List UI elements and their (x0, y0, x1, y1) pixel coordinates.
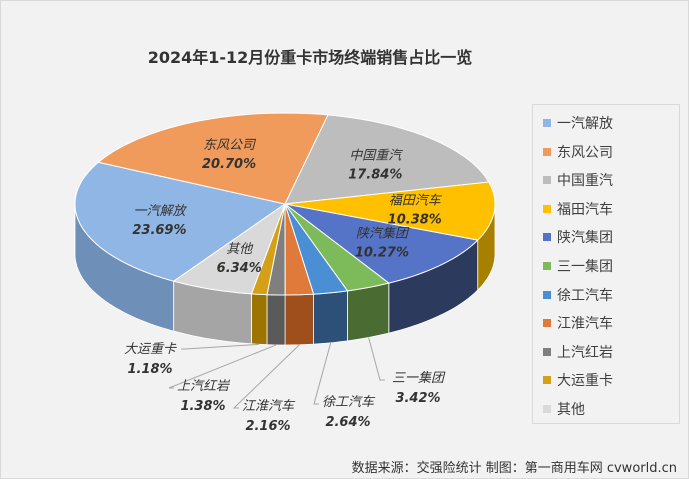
legend-label: 东风公司 (557, 144, 613, 161)
label-5-value: 3.42% (395, 391, 440, 406)
legend-label: 一汽解放 (557, 116, 613, 132)
legend-label: 江淮汽车 (557, 316, 613, 333)
label-8-name: 上汽红岩 (177, 379, 231, 394)
label-0-name: 一汽解放 (133, 204, 187, 219)
legend-item-5[interactable]: 三一集团 (543, 256, 613, 276)
pie-slice-6[interactable] (284, 203, 349, 295)
label-4-name: 陕汽集团 (356, 227, 410, 242)
legend-swatch (543, 176, 551, 185)
label-9-name: 大运重卡 (124, 342, 177, 357)
label-6-value: 2.64% (325, 415, 370, 430)
label-8-value: 1.38% (180, 399, 225, 414)
legend-item-6[interactable]: 徐工汽车 (543, 285, 613, 305)
label-4-value: 10.27% (355, 246, 409, 261)
label-9-value: 1.18% (127, 362, 172, 377)
pie-slice-4[interactable] (284, 203, 479, 284)
label-1-value: 20.70% (202, 157, 256, 172)
legend-item-9[interactable]: 大运重卡 (543, 370, 613, 390)
legend-swatch (543, 119, 551, 127)
legend-label: 三一集团 (557, 259, 613, 275)
legend-swatch (543, 147, 551, 156)
legend-label: 福田汽车 (557, 201, 613, 218)
legend-item-4[interactable]: 陕汽集团 (543, 227, 613, 247)
legend-swatch (543, 319, 551, 328)
legend-item-1[interactable]: 东风公司 (543, 142, 613, 162)
pie-side-6 (313, 290, 348, 345)
legend-item-10[interactable]: 其他 (543, 399, 585, 419)
pie-side-5 (347, 282, 390, 342)
leader-line-9 (181, 343, 260, 350)
leader-line-8 (168, 344, 277, 389)
legend-swatch (543, 233, 551, 242)
legend: 一汽解放东风公司中国重汽福田汽车陕汽集团三一集团徐工汽车江淮汽车上汽红岩大运重卡… (532, 104, 680, 424)
legend-swatch (543, 262, 551, 270)
label-6-name: 徐工汽车 (322, 395, 376, 410)
legend-item-2[interactable]: 中国重汽 (543, 170, 613, 190)
legend-swatch (543, 290, 551, 299)
pie-side-7 (284, 293, 314, 346)
label-10-value: 6.34% (217, 261, 262, 276)
leader-line-6 (313, 342, 332, 405)
pie-side-8 (266, 294, 286, 346)
leader-line-7 (232, 344, 300, 409)
legend-item-8[interactable]: 上汽红岩 (543, 342, 613, 362)
label-3-value: 10.38% (388, 213, 442, 228)
pie-slice-0[interactable] (74, 161, 287, 282)
legend-item-7[interactable]: 江淮汽车 (543, 313, 613, 333)
legend-item-3[interactable]: 福田汽车 (543, 199, 613, 219)
legend-swatch (543, 405, 551, 413)
label-10-name: 其他 (226, 242, 254, 257)
legend-swatch (543, 376, 551, 385)
label-2-value: 17.84% (348, 167, 402, 182)
legend-item-0[interactable]: 一汽解放 (543, 113, 613, 133)
legend-label: 大运重卡 (557, 373, 613, 390)
label-1-name: 东风公司 (203, 138, 257, 153)
legend-swatch (543, 204, 551, 213)
label-0-value: 23.69% (132, 223, 186, 238)
pie-slice-5[interactable] (284, 203, 390, 292)
chart-title: 2024年1-12月份重卡市场终端销售占比一览 (147, 48, 473, 67)
pie-slice-3[interactable] (284, 181, 496, 241)
pie-slice-1[interactable] (97, 112, 329, 205)
label-7-value: 2.16% (245, 419, 290, 434)
legend-label: 徐工汽车 (557, 287, 613, 304)
pie-slice-10[interactable] (172, 202, 287, 295)
pie-slice-2[interactable] (284, 114, 490, 205)
legend-label: 上汽红岩 (557, 344, 613, 361)
legend-label: 中国重汽 (557, 173, 613, 190)
legend-swatch (543, 347, 551, 356)
pie-side-9 (251, 293, 268, 346)
label-7-name: 江淮汽车 (242, 399, 296, 414)
label-3-name: 福田汽车 (389, 194, 443, 209)
legend-label: 其他 (557, 402, 585, 418)
source-footer: 数据来源：交强险统计 制图：第一商用车网 cvworld.cn (351, 461, 677, 476)
label-2-name: 中国重汽 (349, 148, 403, 163)
label-5-name: 三一集团 (392, 371, 446, 386)
legend-label: 陕汽集团 (557, 230, 613, 247)
leader-line-5 (368, 337, 385, 381)
